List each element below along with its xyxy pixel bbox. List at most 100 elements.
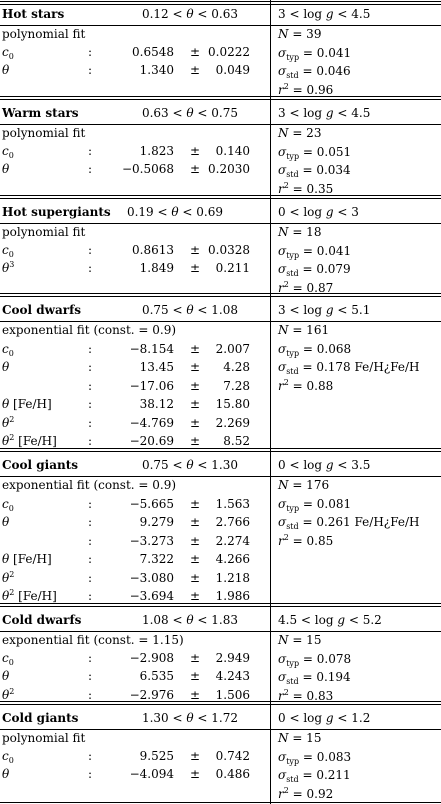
section-rule-2 bbox=[0, 296, 441, 297]
section-rule bbox=[0, 96, 441, 97]
coef-colon: : bbox=[88, 341, 93, 356]
coef-label: θ bbox=[2, 669, 10, 683]
section-header-rule bbox=[0, 631, 441, 632]
coef-pm: ± bbox=[189, 360, 201, 374]
coef-pm: ± bbox=[189, 341, 201, 356]
section-name: Cool dwarfs bbox=[2, 303, 82, 317]
column-divider bbox=[270, 99, 271, 198]
theta-range: 0.63 < θ < 0.75 bbox=[141, 106, 239, 120]
coef-error: 4.243 bbox=[215, 669, 250, 683]
fit-type: polynomial fit bbox=[2, 126, 86, 140]
stat-line: σtyp = 0.081 bbox=[278, 496, 352, 513]
coef-error: 0.742 bbox=[215, 748, 250, 763]
coef-label: θ bbox=[2, 162, 10, 176]
coef-error: 0.211 bbox=[215, 261, 250, 275]
coef-label: c0 bbox=[2, 44, 14, 61]
coef-error: 0.049 bbox=[215, 63, 250, 77]
coef-colon: : bbox=[88, 570, 93, 585]
theta-range: 0.75 < θ < 1.30 bbox=[141, 458, 239, 472]
logg-range: 0 < log g < 3.5 bbox=[278, 458, 371, 472]
coef-label: c0 bbox=[2, 748, 14, 765]
section-rule bbox=[0, 603, 441, 604]
section-rule bbox=[0, 293, 441, 294]
coef-value: −17.06 bbox=[129, 378, 174, 393]
coef-error: 0.486 bbox=[215, 767, 250, 781]
coef-value: 0.6548 bbox=[132, 44, 174, 59]
rule-top bbox=[0, 1, 441, 2]
fit-type: polynomial fit bbox=[2, 731, 86, 745]
stat-line: N = 23 bbox=[278, 126, 322, 140]
coef-colon: : bbox=[88, 669, 93, 683]
coef-error: 1.218 bbox=[215, 570, 250, 585]
stat-line: σtyp = 0.068 bbox=[278, 341, 352, 358]
stat-line: r2 = 0.96 bbox=[278, 81, 334, 97]
theta-range: 0.19 < θ < 0.69 bbox=[126, 205, 224, 219]
stat-line: N = 18 bbox=[278, 225, 322, 239]
coef-colon: : bbox=[88, 242, 93, 257]
coef-colon: : bbox=[88, 533, 93, 548]
column-divider bbox=[270, 451, 271, 606]
coef-error: 2.766 bbox=[215, 515, 250, 529]
coef-label: c0 bbox=[2, 496, 14, 513]
section-header-rule bbox=[0, 729, 441, 730]
stat-line: σtyp = 0.083 bbox=[278, 749, 352, 766]
coef-value: −8.154 bbox=[129, 341, 174, 356]
coef-error: 15.80 bbox=[215, 397, 250, 411]
coef-pm: ± bbox=[189, 415, 201, 430]
stat-line: r2 = 0.35 bbox=[278, 180, 334, 196]
coef-value: −3.080 bbox=[129, 570, 174, 585]
coef-label: θ bbox=[2, 360, 10, 374]
theta-range: 0.12 < θ < 0.63 bbox=[141, 7, 239, 21]
section-name: Hot stars bbox=[2, 7, 65, 21]
section-header-rule bbox=[0, 124, 441, 125]
coef-colon: : bbox=[88, 63, 93, 77]
section-rule-2 bbox=[0, 606, 441, 607]
section-rule-2 bbox=[0, 704, 441, 705]
coef-value: −4.094 bbox=[129, 767, 174, 781]
coef-value: 1.849 bbox=[139, 261, 174, 275]
stat-line: σtyp = 0.041 bbox=[278, 243, 352, 260]
stat-line: σstd = 0.211 bbox=[278, 768, 351, 784]
coef-pm: ± bbox=[189, 397, 201, 411]
coef-label: θ bbox=[2, 767, 10, 781]
coef-error: 0.2030 bbox=[208, 162, 250, 176]
stat-line: σstd = 0.034 bbox=[278, 163, 351, 179]
coef-value: −3.273 bbox=[129, 533, 174, 548]
coef-pm: ± bbox=[189, 533, 201, 548]
coef-colon: : bbox=[88, 261, 93, 275]
section-header-rule bbox=[0, 476, 441, 477]
coef-colon: : bbox=[88, 650, 93, 665]
coef-colon: : bbox=[88, 552, 93, 566]
coef-value: 38.12 bbox=[139, 397, 174, 411]
coef-error: 0.140 bbox=[215, 143, 250, 158]
rule-bottom bbox=[0, 802, 441, 803]
section-header-rule bbox=[0, 321, 441, 322]
coef-pm: ± bbox=[189, 434, 201, 448]
column-divider bbox=[270, 296, 271, 451]
section-name: Cold giants bbox=[2, 711, 79, 725]
coef-colon: : bbox=[88, 397, 93, 411]
section-rule bbox=[0, 195, 441, 196]
coef-colon: : bbox=[88, 44, 93, 59]
coef-pm: ± bbox=[189, 378, 201, 393]
coef-value: 9.279 bbox=[139, 515, 174, 529]
stat-line: σtyp = 0.041 bbox=[278, 45, 352, 62]
coef-label: c0 bbox=[2, 143, 14, 160]
coef-value: 7.322 bbox=[139, 552, 174, 566]
logg-range: 3 < log g < 4.5 bbox=[278, 7, 371, 21]
coef-value: 9.525 bbox=[139, 748, 174, 763]
coef-pm: ± bbox=[189, 589, 201, 603]
coef-label: c0 bbox=[2, 650, 14, 667]
stat-line: r2 = 0.87 bbox=[278, 279, 334, 295]
coef-error: 0.0328 bbox=[208, 242, 250, 257]
coef-value: −2.976 bbox=[129, 687, 174, 702]
coef-colon: : bbox=[88, 589, 93, 603]
coef-error: 1.563 bbox=[215, 496, 250, 511]
section-rule bbox=[0, 701, 441, 702]
stat-line: σstd = 0.261 Fe/H¿Fe/H bbox=[278, 515, 420, 531]
coef-value: −0.5068 bbox=[121, 162, 174, 176]
coef-label: c0 bbox=[2, 341, 14, 358]
coef-pm: ± bbox=[189, 650, 201, 665]
stat-line: N = 15 bbox=[278, 731, 322, 745]
section-name: Warm stars bbox=[2, 106, 79, 120]
